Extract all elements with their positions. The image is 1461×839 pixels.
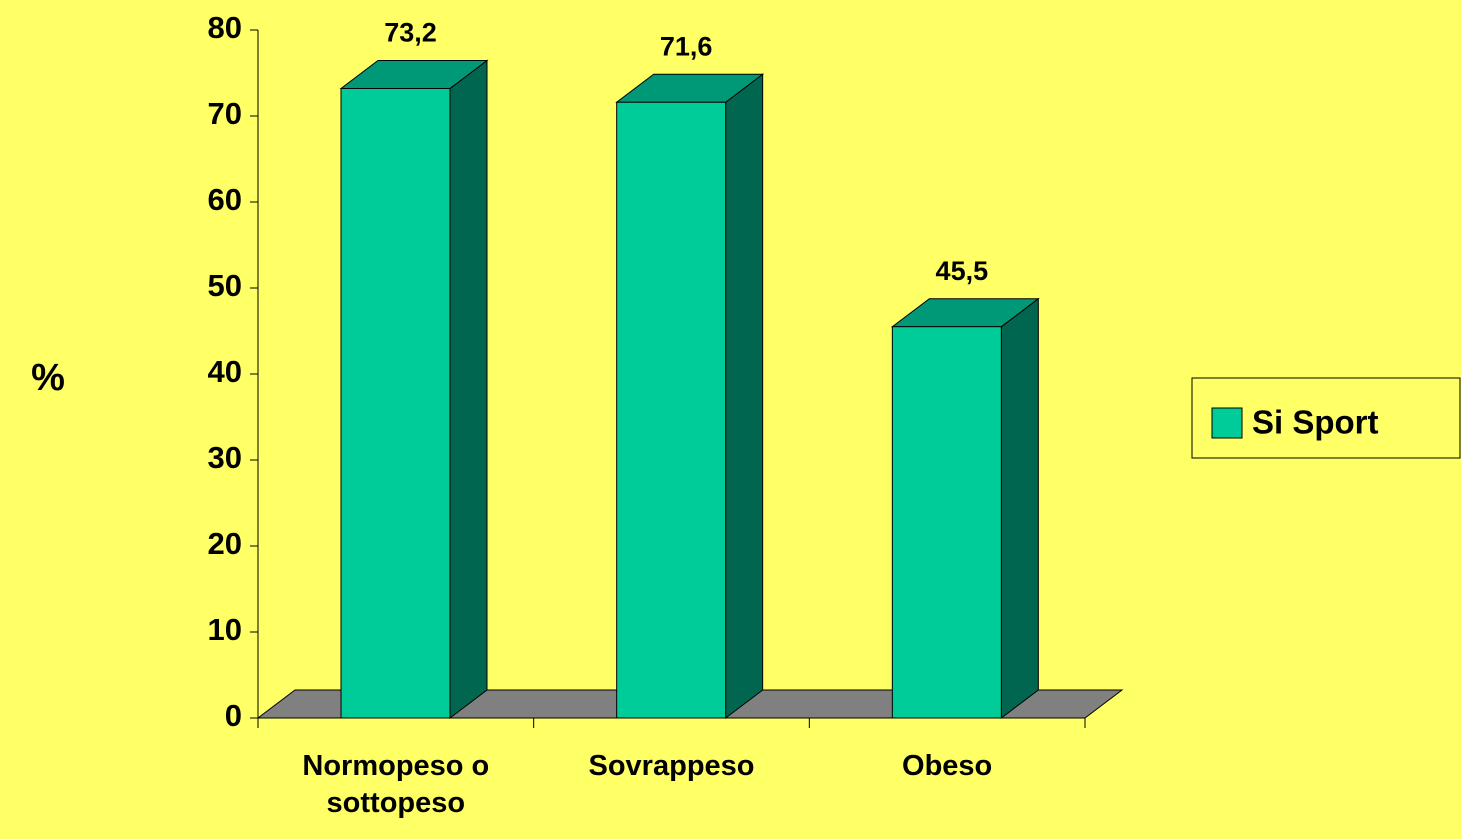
value-label: 71,6 <box>660 31 713 61</box>
y-tick-label: 20 <box>208 526 242 561</box>
y-tick-label: 60 <box>208 182 242 217</box>
legend-swatch <box>1211 407 1243 439</box>
y-tick-label: 70 <box>208 96 242 131</box>
value-label: 73,2 <box>384 18 437 48</box>
y-axis-label: % <box>31 357 65 399</box>
y-tick-label: 30 <box>208 440 242 475</box>
value-label: 45,5 <box>936 256 989 286</box>
x-tick-label: Normopeso o sottopeso <box>302 750 490 819</box>
bar <box>340 87 451 719</box>
y-tick-label: 10 <box>208 612 242 647</box>
x-tick-label: Obeso <box>902 750 993 782</box>
x-tick-label: Sovrappeso <box>588 750 755 782</box>
y-tick-label: 50 <box>208 268 242 303</box>
bar <box>616 101 727 719</box>
y-tick-label: 40 <box>208 354 242 389</box>
bar-side <box>449 59 488 720</box>
bar <box>891 326 1002 719</box>
y-tick-label: 0 <box>225 698 242 733</box>
bar-side <box>725 73 764 720</box>
legend-label: Si Sport <box>1252 404 1379 441</box>
y-tick-label: 80 <box>208 10 242 45</box>
bar-side <box>1000 297 1039 720</box>
